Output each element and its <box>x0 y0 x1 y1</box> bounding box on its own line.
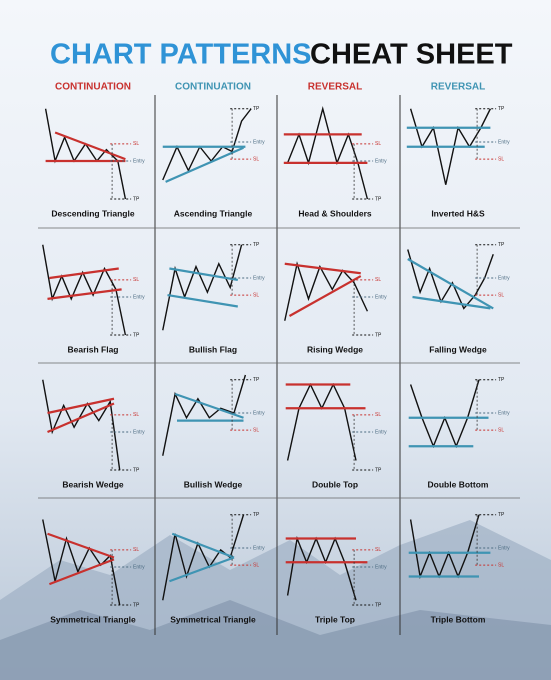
pattern-name: Bullish Wedge <box>184 479 243 489</box>
pattern-name: Inverted H&S <box>431 208 485 218</box>
level-label: Entry <box>133 294 145 300</box>
pattern-name: Head & Shoulders <box>298 208 371 218</box>
level-label: TP <box>133 332 140 338</box>
level-label: Entry <box>498 410 510 416</box>
level-label: SL <box>133 141 139 147</box>
trend-line <box>49 558 115 586</box>
pattern-name: Rising Wedge <box>307 344 363 354</box>
trend-line <box>49 267 119 280</box>
level-label: TP <box>498 512 505 518</box>
level-label: SL <box>375 141 381 147</box>
level-label: SL <box>253 292 259 298</box>
pattern-name: Double Top <box>312 479 358 489</box>
price-line <box>407 249 494 310</box>
level-label: Entry <box>133 564 145 570</box>
trend-line <box>47 402 115 434</box>
level-label: SL <box>375 412 381 418</box>
price-line <box>409 108 492 185</box>
price-line <box>42 519 121 606</box>
level-label: Entry <box>498 545 510 551</box>
level-label: SL <box>133 412 139 418</box>
level-label: SL <box>375 547 381 553</box>
level-label: SL <box>498 156 504 162</box>
trend-line <box>412 295 491 310</box>
level-label: SL <box>253 562 259 568</box>
level-label: TP <box>253 106 260 112</box>
level-label: Entry <box>253 139 265 145</box>
level-label: TP <box>498 242 505 248</box>
level-label: SL <box>498 427 504 433</box>
mountains-front <box>0 600 551 680</box>
level-label: TP <box>253 377 260 383</box>
level-label: TP <box>133 467 140 473</box>
pattern-name: Bullish Flag <box>189 344 237 354</box>
pattern-name: Symmetrical Triangle <box>50 614 136 624</box>
level-label: Entry <box>133 158 145 164</box>
level-label: Entry <box>375 158 387 164</box>
pattern-name: Triple Top <box>315 614 355 624</box>
level-label: TP <box>498 377 505 383</box>
level-label: SL <box>498 562 504 568</box>
trend-line <box>288 275 362 317</box>
level-label: TP <box>253 512 260 518</box>
level-label: TP <box>375 602 382 608</box>
level-label: Entry <box>498 139 510 145</box>
price-line <box>409 514 480 580</box>
price-line <box>162 244 243 331</box>
level-label: Entry <box>133 429 145 435</box>
level-label: TP <box>375 196 382 202</box>
column-header: REVERSAL <box>431 82 485 93</box>
title-black: CHEAT SHEET <box>310 39 513 71</box>
trend-line <box>169 267 238 281</box>
level-label: Entry <box>253 275 265 281</box>
pattern-name: Symmetrical Triangle <box>170 614 256 624</box>
title-blue: CHART PATTERNS <box>50 39 312 71</box>
pattern-name: Double Bottom <box>428 479 489 489</box>
pattern-name: Descending Triangle <box>51 208 134 218</box>
level-label: SL <box>498 292 504 298</box>
level-label: SL <box>253 427 259 433</box>
level-label: Entry <box>375 429 387 435</box>
trend-line <box>169 556 235 583</box>
column-header: CONTINUATION <box>175 82 251 93</box>
level-label: SL <box>375 277 381 283</box>
trend-line <box>47 288 122 300</box>
level-label: TP <box>375 332 382 338</box>
trend-line <box>171 532 235 559</box>
price-line <box>286 105 369 200</box>
level-label: Entry <box>253 545 265 551</box>
pattern-name: Bearish Wedge <box>62 479 124 489</box>
trend-line <box>167 294 238 308</box>
pattern-name: Triple Bottom <box>431 614 486 624</box>
level-label: TP <box>253 242 260 248</box>
level-label: TP <box>498 106 505 112</box>
level-label: TP <box>133 602 140 608</box>
trend-line <box>47 397 115 415</box>
level-label: TP <box>375 467 382 473</box>
column-header: CONTINUATION <box>55 82 131 93</box>
level-label: SL <box>133 547 139 553</box>
pattern-name: Ascending Triangle <box>174 208 253 218</box>
level-label: Entry <box>375 294 387 300</box>
trend-line <box>407 258 494 310</box>
level-label: SL <box>133 277 139 283</box>
level-label: TP <box>133 196 140 202</box>
price-line <box>42 244 127 336</box>
level-label: SL <box>253 156 259 162</box>
trend-line <box>47 532 115 559</box>
level-label: Entry <box>375 564 387 570</box>
trend-line <box>54 131 126 161</box>
pattern-name: Bearish Flag <box>67 344 118 354</box>
price-line <box>286 535 357 601</box>
pattern-name: Falling Wedge <box>429 344 487 354</box>
column-header: REVERSAL <box>308 82 362 93</box>
trend-line <box>284 262 361 275</box>
trend-line <box>174 392 244 419</box>
level-label: Entry <box>498 275 510 281</box>
level-label: Entry <box>253 410 265 416</box>
trend-line <box>165 146 244 183</box>
